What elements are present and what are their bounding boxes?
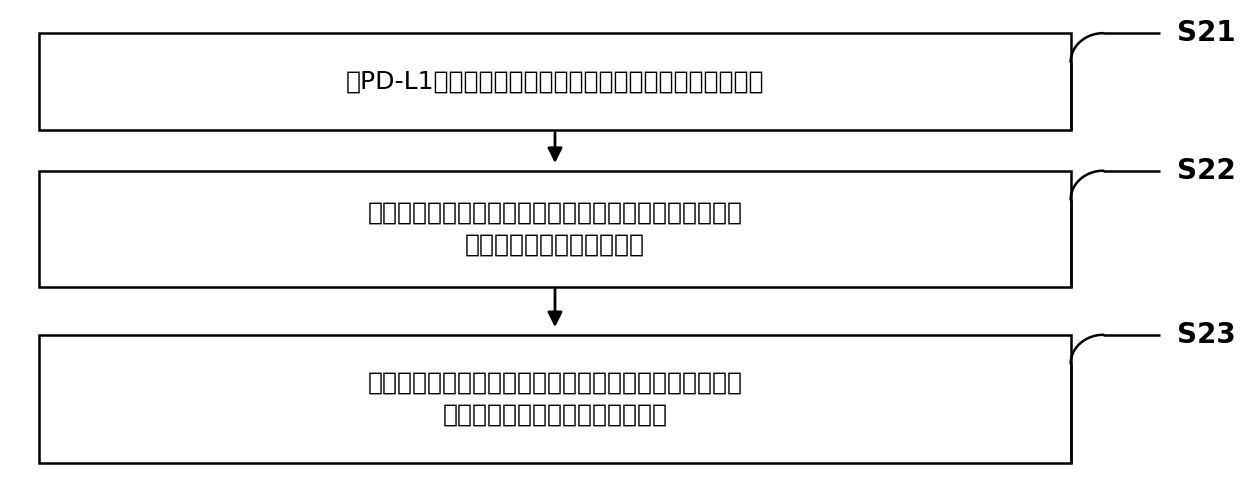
Text: S22: S22 <box>1177 157 1236 185</box>
Text: 中设定细胞所在的目标区域: 中设定细胞所在的目标区域 <box>465 232 645 256</box>
Text: 对PD-L1染色的数字切片图像进行预处理，得到待分析图像: 对PD-L1染色的数字切片图像进行预处理，得到待分析图像 <box>346 69 764 93</box>
FancyBboxPatch shape <box>40 335 1070 463</box>
Text: 到目标区域内为膜阳性的细胞比例: 到目标区域内为膜阳性的细胞比例 <box>443 403 667 426</box>
Text: S23: S23 <box>1177 321 1236 349</box>
Text: 识别出目标区域中的细胞总数和呈膜阳性的细胞数量，得: 识别出目标区域中的细胞总数和呈膜阳性的细胞数量，得 <box>367 371 743 395</box>
Text: 将待分析图像输入预先建立的预测模型，得到待分析图像: 将待分析图像输入预先建立的预测模型，得到待分析图像 <box>367 201 743 225</box>
FancyBboxPatch shape <box>40 171 1070 287</box>
Text: S21: S21 <box>1177 19 1236 47</box>
FancyBboxPatch shape <box>40 33 1070 130</box>
